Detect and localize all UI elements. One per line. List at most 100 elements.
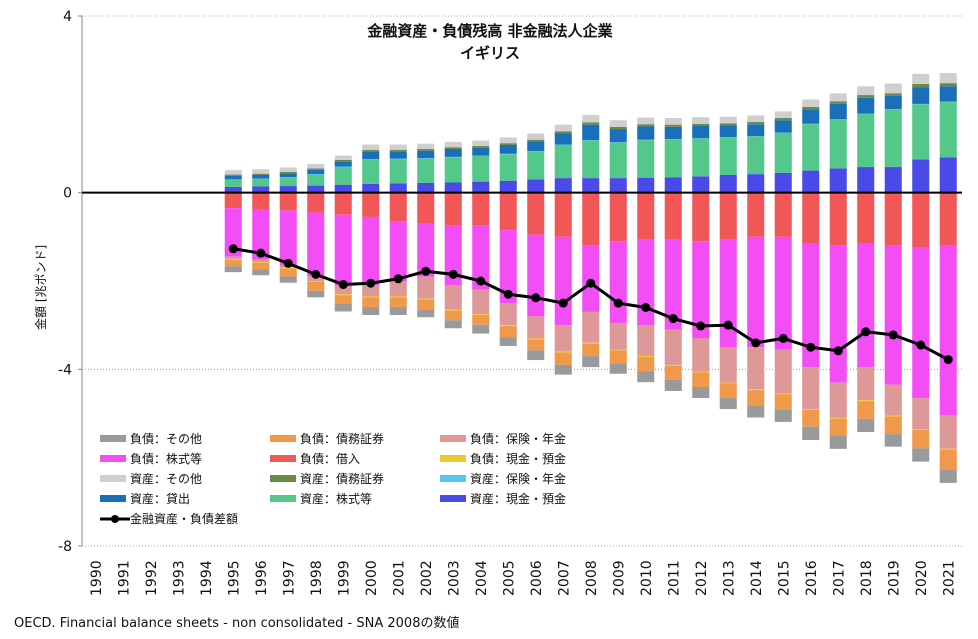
bar-segment [252, 178, 270, 187]
bar-segment [692, 371, 710, 373]
bar-segment [444, 192, 462, 226]
balance-point [888, 330, 898, 340]
bar-segment [499, 192, 517, 231]
legend-swatch [100, 455, 126, 462]
bar-segment [389, 183, 407, 193]
bar-segment [857, 243, 875, 368]
bar-segment [609, 142, 627, 179]
bar-segment [747, 390, 765, 406]
bar-segment [719, 398, 737, 410]
bar-segment [417, 192, 435, 224]
legend-swatch [440, 455, 466, 462]
bar-segment [417, 158, 435, 183]
bar-segment [939, 415, 957, 449]
legend-item-line: 金融資産・負債差額 [100, 510, 238, 527]
chart-title: 金融資産・負債残高 非金融法人企業 [367, 22, 613, 40]
bar-segment [719, 137, 737, 175]
bar-segment [774, 349, 792, 394]
y-tick-label: 4 [63, 9, 72, 25]
bar-segment [224, 266, 242, 273]
bar-segment [609, 192, 627, 242]
bar-segment [472, 147, 490, 156]
bar-segment [912, 448, 930, 462]
legend-item: 資産：現金・預金 [440, 490, 566, 507]
bar-segment [692, 117, 710, 124]
bar-segment [417, 298, 435, 300]
bar-segment [582, 356, 600, 368]
balance-point [311, 269, 321, 279]
x-tick-label: 1991 [116, 560, 132, 596]
bar-segment [912, 87, 930, 104]
legend-label: 負債：借入 [300, 452, 361, 466]
bar-segment [857, 86, 875, 96]
bar-segment [334, 155, 352, 160]
bar-segment [692, 241, 710, 339]
bar-segment [637, 371, 655, 383]
bar-segment [499, 230, 517, 304]
balance-point [696, 321, 706, 331]
bar-segment [664, 365, 682, 380]
bar-segment [527, 350, 545, 361]
bar-segment [692, 123, 710, 126]
bar-segment [582, 343, 600, 357]
bar-segment [829, 192, 847, 246]
y-tick-labels: 4 0 -4 -8 [58, 9, 72, 555]
bar-segment [279, 171, 297, 174]
bar-segment [252, 186, 270, 193]
bar-segment [609, 322, 627, 350]
bar-segment [279, 267, 297, 269]
bar-segment [747, 347, 765, 390]
legend-label: 資産：貸出 [130, 492, 191, 506]
bar-segment [252, 173, 270, 175]
bar-segment [499, 337, 517, 346]
bar-segment [774, 120, 792, 133]
bar-segment [334, 294, 352, 296]
bar-segment [912, 429, 930, 449]
bar-segment [417, 299, 435, 310]
bar-segment [417, 309, 435, 318]
bar-segment [802, 192, 820, 244]
x-tick-label: 1992 [144, 560, 160, 596]
bar-segment [884, 95, 902, 110]
bar-segment [554, 352, 572, 365]
bar-segment [389, 192, 407, 222]
legend-swatch [270, 455, 296, 462]
bar-segment [609, 126, 627, 130]
bar-segment [609, 120, 627, 127]
bar-segment [554, 131, 572, 134]
bar-segment [664, 126, 682, 140]
x-tick-label: 2018 [859, 560, 875, 596]
bar-segment [829, 382, 847, 418]
bar-segment [334, 303, 352, 312]
bar-segment [857, 97, 875, 114]
bar-segment [554, 325, 572, 352]
bar-segment [362, 296, 380, 298]
bar-segment [802, 367, 820, 410]
bar-segment [444, 147, 462, 149]
bar-segment [692, 125, 710, 139]
bar-segment [692, 372, 710, 387]
bar-segment [774, 133, 792, 173]
bar-segment [774, 394, 792, 410]
bar-segment [554, 351, 572, 353]
balance-point [586, 278, 596, 288]
legend-label: 負債：現金・預金 [470, 452, 567, 466]
bar-segment [692, 192, 710, 242]
balance-point [806, 342, 816, 352]
bar-segment [582, 192, 600, 246]
bar-segment [664, 364, 682, 366]
x-tick-label: 1997 [281, 560, 297, 596]
legend-item: 資産：その他 [100, 470, 202, 487]
bar-segment [499, 180, 517, 193]
bar-segment [417, 223, 435, 277]
bar-segment [664, 139, 682, 178]
x-tick-label: 1996 [254, 560, 270, 596]
bar-segment [829, 103, 847, 120]
bar-segment [939, 192, 957, 246]
bar-segment [774, 118, 792, 121]
bar-segment [527, 338, 545, 340]
balance-point [228, 244, 238, 254]
bar-segment [774, 236, 792, 350]
legend-item: 負債：借入 [270, 450, 360, 467]
